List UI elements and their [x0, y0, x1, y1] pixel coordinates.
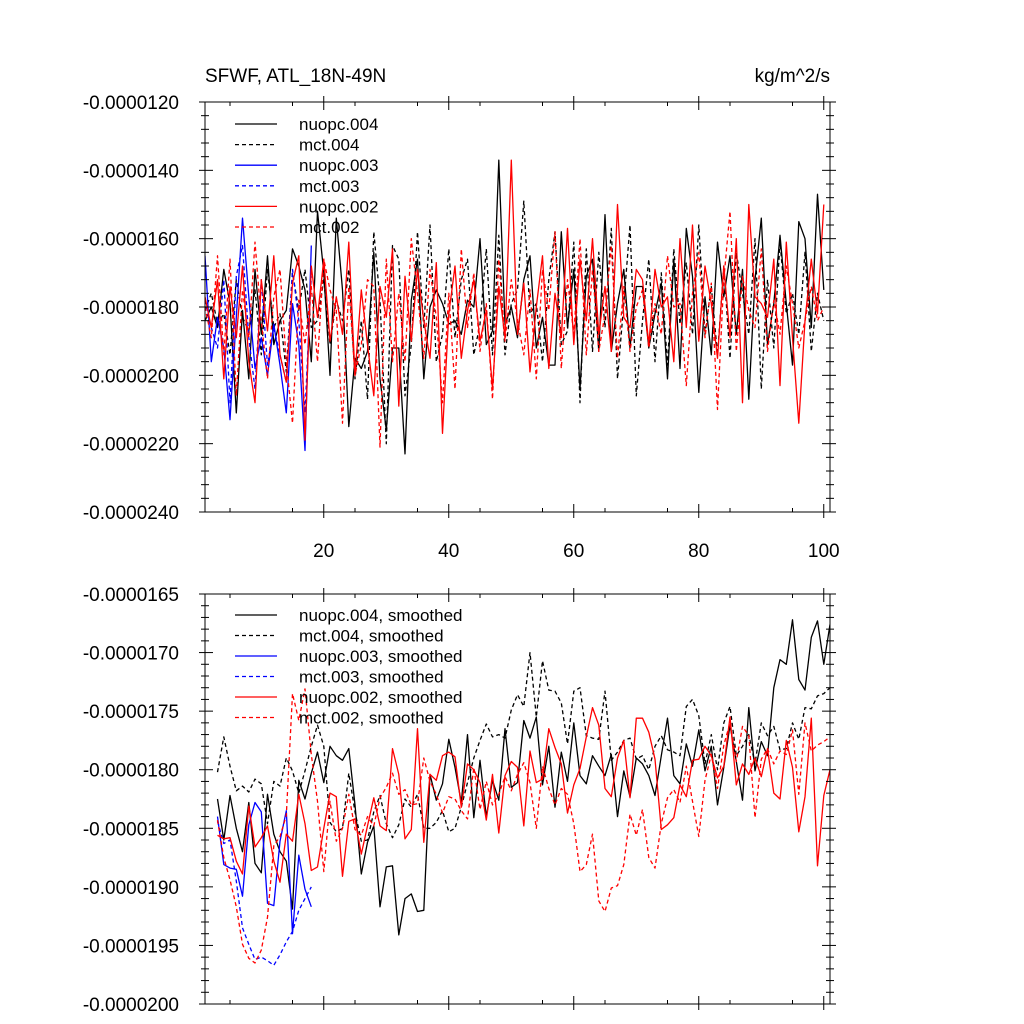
series-line-nuopc-003-smoothed: [216, 801, 312, 935]
chart-panel-2: -0.0000165 -0.0000170 -0.0000175 -0.0000180…: [83, 585, 836, 1016]
chart-panel-1: -0.0000120 -0.0000140 -0.0000160 -0.0000180…: [83, 66, 840, 562]
y-tick-label: -0.0000200: [83, 995, 179, 1016]
series-line-mct-004-smoothed: [216, 651, 830, 842]
series-line-nuopc-004: [205, 159, 825, 455]
y-tick-label: -0.0000175: [83, 702, 179, 723]
y-tick-label: -0.0000120: [83, 93, 179, 114]
y-tick-label: -0.0000190: [83, 878, 179, 899]
legend-entry: nuopc.003: [299, 156, 378, 175]
chart-units: kg/m^2/s: [755, 66, 830, 87]
legend-entry: nuopc.004: [299, 115, 378, 134]
legend-entry: nuopc.004, smoothed: [299, 606, 463, 625]
x-tick-label: 40: [438, 541, 459, 562]
chart-title: SFWF, ATL_18N-49N: [205, 66, 386, 87]
y-tick-label: -0.0000200: [83, 366, 179, 387]
y-tick-label: -0.0000220: [83, 435, 179, 456]
plot-frame: [204, 593, 831, 1005]
y-tick-label: -0.0000180: [83, 298, 179, 319]
legend-entry: nuopc.002, smoothed: [299, 688, 463, 707]
y-tick-label: -0.0000180: [83, 761, 179, 782]
y-tick-label: -0.0000240: [83, 503, 179, 524]
series-group: [205, 159, 825, 455]
x-tick-label: 20: [313, 541, 334, 562]
series-group: [216, 619, 830, 966]
x-tick-label: 100: [808, 541, 840, 562]
series-line-mct-002: [205, 210, 825, 448]
y-tick-label: -0.0000165: [83, 585, 179, 606]
legend-entry: mct.004: [299, 136, 359, 155]
legend-entry: mct.004, smoothed: [299, 627, 444, 646]
series-line-nuopc-002-smoothed: [217, 706, 830, 883]
x-tick-label: 80: [688, 541, 709, 562]
legend-entry: mct.003: [299, 177, 359, 196]
legend-entry: mct.003, smoothed: [299, 668, 444, 687]
x-tick-label: 60: [563, 541, 584, 562]
y-tick-label: -0.0000140: [83, 161, 179, 182]
legend-entry: mct.002, smoothed: [299, 709, 444, 728]
y-tick-label: -0.0000185: [83, 819, 179, 840]
series-line-nuopc-004-smoothed: [216, 619, 830, 936]
y-tick-label: -0.0000170: [83, 644, 179, 665]
legend-entry: nuopc.003, smoothed: [299, 647, 463, 666]
series-line-mct-002-smoothed: [216, 688, 830, 964]
series-line-mct-003-smoothed: [216, 821, 312, 966]
legend-entry: mct.002: [299, 218, 359, 237]
series-line-nuopc-002: [205, 159, 825, 441]
y-tick-label: -0.0000195: [83, 936, 179, 957]
y-tick-label: -0.0000160: [83, 230, 179, 251]
legend-entry: nuopc.002: [299, 197, 378, 216]
